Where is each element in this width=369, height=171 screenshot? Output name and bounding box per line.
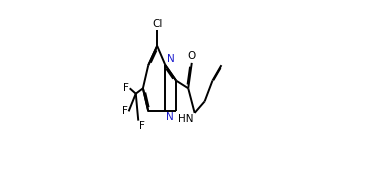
Text: F: F xyxy=(139,121,145,131)
Text: N: N xyxy=(167,54,175,64)
Text: N: N xyxy=(166,113,174,122)
Text: Cl: Cl xyxy=(152,19,162,29)
Text: F: F xyxy=(123,83,128,93)
Text: HN: HN xyxy=(178,114,194,124)
Text: F: F xyxy=(122,106,128,116)
Text: O: O xyxy=(188,51,196,61)
